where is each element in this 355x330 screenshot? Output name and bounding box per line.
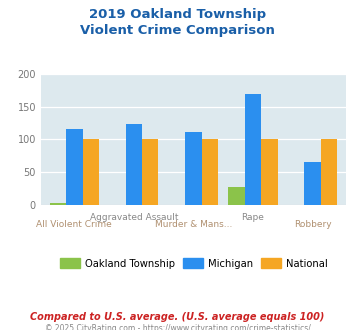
Text: Robbery: Robbery	[294, 220, 332, 229]
Bar	[229, 187, 245, 205]
Bar	[126, 124, 142, 205]
Text: All Violent Crime: All Violent Crime	[37, 220, 112, 229]
Bar	[142, 139, 158, 205]
Bar	[50, 203, 66, 205]
Bar	[245, 94, 261, 205]
Text: Compared to U.S. average. (U.S. average equals 100): Compared to U.S. average. (U.S. average …	[30, 312, 325, 322]
Bar	[305, 162, 321, 205]
Bar	[185, 132, 202, 205]
Bar	[202, 139, 218, 205]
Text: 2019 Oakland Township
Violent Crime Comparison: 2019 Oakland Township Violent Crime Comp…	[80, 8, 275, 37]
Bar	[261, 139, 278, 205]
Bar	[66, 129, 82, 205]
Legend: Oakland Township, Michigan, National: Oakland Township, Michigan, National	[55, 254, 332, 273]
Text: Aggravated Assault: Aggravated Assault	[90, 213, 178, 222]
Bar	[321, 139, 337, 205]
Text: © 2025 CityRating.com - https://www.cityrating.com/crime-statistics/: © 2025 CityRating.com - https://www.city…	[45, 324, 310, 330]
Bar	[82, 139, 99, 205]
Text: Murder & Mans...: Murder & Mans...	[155, 220, 232, 229]
Text: Rape: Rape	[242, 213, 264, 222]
